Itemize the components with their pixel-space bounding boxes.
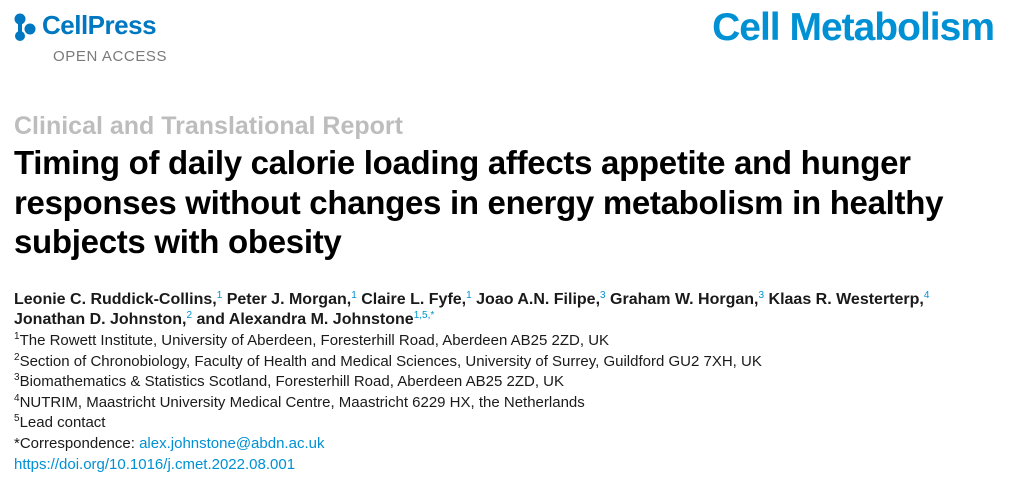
email-link[interactable]: alex.johnstone@abdn.ac.uk xyxy=(139,434,325,452)
author[interactable]: Leonie C. Ruddick-Collins,1 xyxy=(14,290,223,309)
article-type: Clinical and Translational Report xyxy=(14,112,403,140)
affiliations: 1The Rowett Institute, University of Abe… xyxy=(14,331,1004,475)
affiliation: 5Lead contact xyxy=(14,413,106,432)
author[interactable]: Klaas R. Westerterp,4 xyxy=(768,290,930,309)
author[interactable]: Graham W. Horgan,3 xyxy=(610,290,765,309)
affiliation: 2Section of Chronobiology, Faculty of He… xyxy=(14,351,762,370)
author-list: Leonie C. Ruddick-Collins,1 Peter J. Mor… xyxy=(14,290,1004,330)
author[interactable]: Claire L. Fyfe,1 xyxy=(361,290,472,309)
doi-link[interactable]: https://doi.org/10.1016/j.cmet.2022.08.0… xyxy=(14,455,296,473)
journal-header: CellPress OPEN ACCESS Cell Metabolism xyxy=(0,0,1012,70)
affiliation: 1The Rowett Institute, University of Abe… xyxy=(14,331,610,350)
author[interactable]: Peter J. Morgan,1 xyxy=(226,290,357,309)
publisher-logo[interactable]: CellPress xyxy=(42,10,157,40)
open-access-label: OPEN ACCESS xyxy=(53,48,168,65)
correspondence: *Correspondence: alex.johnstone@abdn.ac.… xyxy=(14,434,1004,455)
affiliation: 4NUTRIM, Maastricht University Medical C… xyxy=(14,392,585,411)
author[interactable]: Joao A.N. Filipe,3 xyxy=(476,290,606,309)
journal-title[interactable]: Cell Metabolism xyxy=(712,6,995,49)
article-title: Timing of daily calorie loading affects … xyxy=(14,144,944,260)
correspondence-label: *Correspondence: xyxy=(14,434,135,452)
affiliation: 3Biomathematics & Statistics Scotland, F… xyxy=(14,372,564,391)
author[interactable]: Jonathan D. Johnston,2 xyxy=(14,310,193,329)
doi-row: https://doi.org/10.1016/j.cmet.2022.08.0… xyxy=(14,455,1004,476)
author[interactable]: and Alexandra M. Johnstone1,5,* xyxy=(196,310,435,329)
cellpress-logo-icon xyxy=(14,13,36,41)
